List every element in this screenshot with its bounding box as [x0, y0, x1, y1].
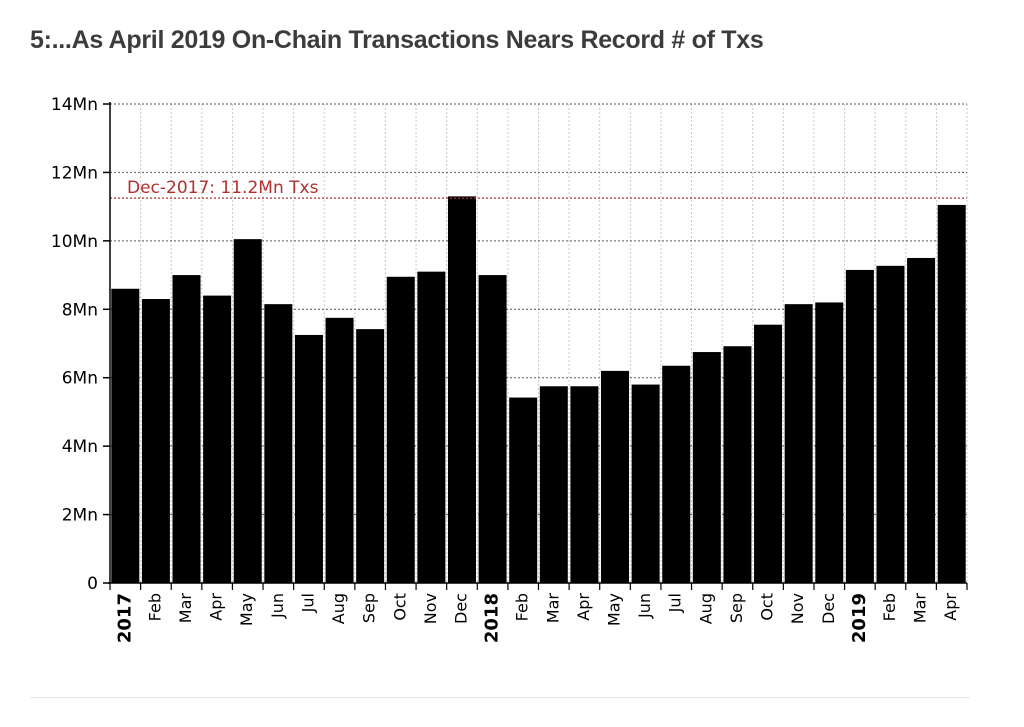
bar-19	[692, 352, 721, 583]
x-tick-label: Dec	[819, 593, 838, 624]
reference-line-group: Dec-2017: 11.2Mn Txs	[110, 178, 967, 199]
bar-7	[325, 317, 354, 583]
bar-24	[845, 269, 874, 583]
bar-0	[111, 288, 140, 583]
bar-25	[876, 265, 905, 583]
x-tick-label: 2018	[482, 593, 503, 643]
x-tick-label: Sep	[360, 593, 379, 623]
x-tick-label: Nov	[421, 593, 440, 624]
x-tick-label: Feb	[145, 593, 164, 621]
bar-17	[631, 384, 660, 583]
bar-9	[386, 276, 415, 583]
y-tick-label: 12Mn	[51, 163, 98, 183]
bar-12	[478, 275, 507, 583]
bar-21	[754, 324, 783, 583]
x-tick-label: Dec	[451, 593, 470, 624]
bar-1	[141, 299, 170, 583]
bar-13	[509, 397, 538, 583]
y-tick-labels: 0 2Mn 4Mn 6Mn 8Mn 10Mn 12Mn 14Mn	[51, 95, 98, 594]
x-tick-label: 2017	[114, 593, 135, 643]
bar-22	[784, 304, 813, 583]
x-tick-label: Nov	[788, 593, 807, 624]
x-tick-label: Feb	[513, 593, 532, 621]
axes	[103, 102, 968, 590]
bars	[111, 196, 966, 584]
x-tick-label: Jul	[298, 593, 317, 613]
x-tick-label: Apr	[941, 593, 960, 621]
bar-3	[203, 295, 232, 583]
x-tick-label: Mar	[911, 593, 930, 624]
bar-23	[815, 302, 844, 583]
y-tick-label: 6Mn	[62, 369, 98, 389]
chart-title: 5:...As April 2019 On-Chain Transactions…	[30, 26, 764, 54]
x-tick-label: Jun	[635, 593, 654, 619]
y-tick-label: 2Mn	[62, 506, 98, 526]
grid-lines	[110, 103, 968, 583]
x-tick-label: Aug	[329, 593, 348, 624]
bar-16	[601, 370, 630, 583]
bar-4	[233, 239, 262, 583]
bar-15	[570, 386, 599, 583]
bar-11	[447, 196, 476, 583]
bar-14	[539, 386, 568, 583]
bar-26	[907, 257, 936, 583]
divider	[30, 697, 970, 698]
x-tick-label: Jul	[666, 593, 685, 613]
x-tick-label: Oct	[390, 593, 409, 621]
x-tick-labels: 2017 Feb Mar Apr May Jun Jul Aug Sep Oct Nov Dec 201…	[114, 593, 960, 644]
y-tick-label: 4Mn	[62, 437, 98, 457]
x-tick-label: Mar	[543, 593, 562, 624]
bar-6	[294, 334, 323, 583]
bar-18	[662, 365, 691, 583]
x-tick-label: Apr	[207, 593, 226, 621]
x-tick-label: Sep	[727, 593, 746, 623]
bar-27	[937, 204, 966, 584]
x-tick-label: Mar	[176, 593, 195, 624]
bar-8	[356, 329, 385, 583]
y-tick-label: 14Mn	[51, 95, 98, 115]
bar-10	[417, 271, 446, 583]
x-tick-label: Aug	[696, 593, 715, 624]
x-tick-label: May	[605, 593, 624, 626]
x-tick-label: Apr	[574, 593, 593, 621]
y-tick-label: 0	[87, 574, 98, 594]
x-tick-label: Oct	[758, 593, 777, 621]
x-tick-label: May	[237, 593, 256, 626]
bar-2	[172, 275, 201, 583]
bar-20	[723, 346, 752, 583]
x-tick-label: Feb	[880, 593, 899, 621]
x-tick-label: Jun	[268, 593, 287, 619]
y-tick-label: 10Mn	[51, 232, 98, 252]
y-tick-label: 8Mn	[62, 300, 98, 320]
x-tick-label: 2019	[849, 593, 870, 643]
reference-line-label: Dec-2017: 11.2Mn Txs	[127, 178, 319, 198]
bar-5	[264, 304, 293, 583]
